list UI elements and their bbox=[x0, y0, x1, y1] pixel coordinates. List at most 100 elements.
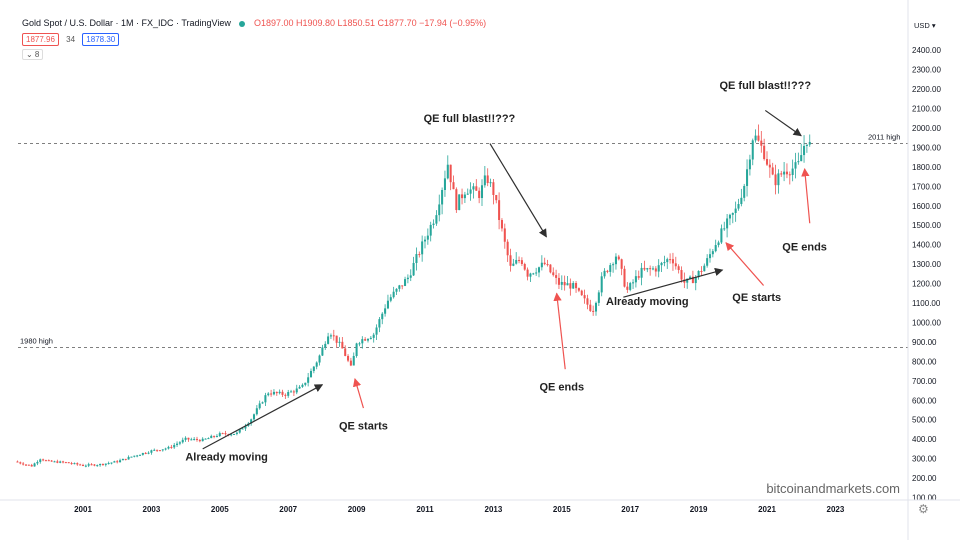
candle-body bbox=[423, 239, 427, 242]
candle-body bbox=[637, 276, 640, 278]
x-tick-label: 2005 bbox=[211, 505, 229, 514]
candle-body bbox=[560, 281, 563, 285]
candle-body bbox=[620, 259, 623, 269]
candle-body bbox=[629, 283, 632, 290]
candle-body bbox=[301, 384, 304, 387]
candle-body bbox=[73, 463, 76, 465]
candle-body bbox=[677, 266, 680, 271]
candle-body bbox=[731, 212, 734, 215]
candle-body bbox=[706, 258, 709, 266]
candle-body bbox=[190, 439, 193, 441]
candle-body bbox=[187, 437, 190, 440]
candle-body bbox=[717, 242, 720, 246]
candle-body bbox=[529, 273, 532, 277]
candle-body bbox=[62, 461, 65, 463]
y-tick-label: 2000.00 bbox=[912, 124, 941, 133]
candle-body bbox=[452, 182, 455, 190]
candle-body bbox=[50, 460, 53, 462]
candle-body bbox=[141, 452, 144, 455]
candle-body bbox=[210, 435, 213, 439]
candle-body bbox=[272, 391, 275, 395]
candle-body bbox=[489, 182, 492, 184]
candle-body bbox=[358, 343, 361, 345]
candle-body bbox=[133, 455, 136, 457]
candle-body bbox=[694, 277, 697, 284]
candle-body bbox=[36, 461, 39, 464]
candle-body bbox=[617, 256, 620, 260]
candle-body bbox=[703, 265, 706, 272]
price-axis-panel[interactable] bbox=[908, 0, 960, 540]
candle-body bbox=[435, 215, 438, 224]
candle-body bbox=[754, 135, 757, 141]
candle-body bbox=[327, 336, 330, 344]
level-label: 1980 high bbox=[20, 336, 53, 345]
candle-body bbox=[119, 460, 122, 463]
candle-body bbox=[113, 461, 116, 463]
candle-body bbox=[352, 356, 355, 366]
candle-body bbox=[785, 171, 788, 175]
annotation-arrow bbox=[623, 267, 724, 298]
candle-body bbox=[87, 464, 90, 466]
watermark: bitcoinandmarkets.com bbox=[766, 481, 900, 496]
gear-icon[interactable]: ⚙ bbox=[918, 502, 929, 516]
x-tick-label: 2001 bbox=[74, 505, 92, 514]
candle-body bbox=[375, 327, 378, 335]
candle-body bbox=[540, 262, 543, 268]
candle-body bbox=[632, 282, 635, 284]
x-tick-label: 2021 bbox=[758, 505, 776, 514]
candle-body bbox=[535, 272, 538, 274]
buy-price-box[interactable]: 1878.30 bbox=[82, 33, 120, 46]
candle-body bbox=[173, 444, 176, 448]
indicator-collapse-button[interactable]: ⌄ 8 bbox=[22, 49, 44, 60]
candle-body bbox=[603, 270, 606, 277]
candle-body bbox=[366, 338, 370, 341]
candle-body bbox=[478, 190, 481, 199]
candle-body bbox=[803, 145, 806, 156]
candle-body bbox=[697, 270, 700, 278]
y-tick-label: 1100.00 bbox=[912, 299, 941, 308]
candle-body bbox=[646, 268, 649, 270]
candle-body bbox=[518, 260, 521, 262]
y-tick-label: 800.00 bbox=[912, 357, 937, 366]
candle-body bbox=[284, 394, 287, 396]
candle-body bbox=[104, 463, 107, 465]
annotation-arrow bbox=[202, 384, 324, 450]
candle-body bbox=[235, 432, 238, 434]
candle-body bbox=[30, 464, 33, 467]
y-tick-label: 500.00 bbox=[912, 416, 937, 425]
candle-body bbox=[415, 254, 418, 263]
candle-body bbox=[438, 204, 441, 216]
candle-body bbox=[429, 224, 432, 236]
candle-body bbox=[241, 428, 244, 430]
candle-body bbox=[800, 155, 803, 162]
candle-body bbox=[70, 463, 73, 465]
candle-body bbox=[395, 288, 398, 292]
candle-body bbox=[492, 182, 495, 195]
candle-body bbox=[281, 391, 284, 395]
candle-body bbox=[689, 276, 692, 279]
candle-body bbox=[794, 162, 797, 169]
candle-body bbox=[67, 462, 70, 464]
candle-body bbox=[458, 194, 461, 211]
candle-body bbox=[643, 267, 646, 270]
sell-price-box[interactable]: 1877.96 bbox=[22, 33, 59, 46]
candle-body bbox=[384, 308, 387, 314]
candle-body bbox=[483, 175, 486, 186]
candle-body bbox=[218, 433, 221, 437]
symbol-title[interactable]: Gold Spot / U.S. Dollar · 1M · FX_IDC · … bbox=[22, 18, 231, 28]
candle-body bbox=[426, 235, 429, 240]
candle-body bbox=[147, 452, 150, 454]
candle-body bbox=[432, 223, 435, 225]
candle-body bbox=[315, 362, 318, 367]
candle-body bbox=[230, 434, 233, 436]
candle-body bbox=[150, 450, 153, 453]
annotation-arrow bbox=[801, 167, 811, 224]
candle-body bbox=[680, 270, 683, 280]
candle-body bbox=[278, 391, 281, 394]
candle-body bbox=[557, 277, 560, 285]
candle-body bbox=[466, 193, 469, 195]
candle-body bbox=[463, 194, 466, 199]
candle-body bbox=[116, 461, 119, 463]
candle-body bbox=[674, 263, 677, 267]
